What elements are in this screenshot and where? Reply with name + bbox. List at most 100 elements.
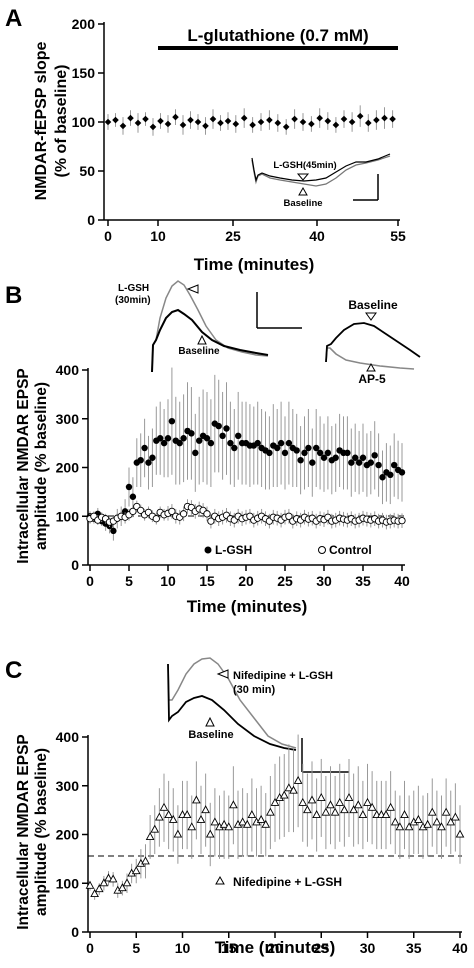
data-point [356, 112, 364, 120]
data-point [284, 783, 294, 792]
data-point [307, 795, 317, 804]
inset-label-lgsh-time: (30min) [115, 295, 151, 306]
data-point [423, 819, 432, 828]
legend-marker-lgsh [204, 546, 212, 554]
y-axis-label-line2: (% of baseline) [53, 65, 70, 178]
data-point [293, 775, 303, 784]
inset-traces-c: Nifedipine + L-GSH (30 min) Baseline [167, 657, 349, 773]
data-point [85, 880, 95, 889]
data-point [355, 459, 363, 466]
data-point [112, 116, 119, 124]
data-point [367, 459, 374, 466]
y-axis-label-line1: Intracellular NMDAR EPSP [15, 368, 32, 564]
data-point [340, 805, 349, 814]
data-point [353, 800, 363, 809]
data-point [187, 822, 197, 831]
data-point [249, 121, 256, 129]
trace-baseline-black [151, 308, 269, 373]
panel-b-label: B [5, 282, 22, 309]
data-point [316, 449, 324, 457]
x-axis-label: Time (minutes) [215, 938, 336, 957]
data-point [324, 117, 332, 125]
y-tick-label: 100 [56, 875, 80, 891]
x-tick-label: 0 [86, 940, 94, 956]
trace-lgsh-gray [151, 280, 269, 373]
data-point [134, 119, 142, 127]
data-point [332, 454, 339, 461]
data-point [235, 432, 242, 440]
data-point [192, 795, 201, 804]
data-point [227, 439, 234, 447]
arrow-baseline-right [365, 312, 377, 321]
data-point [150, 824, 160, 833]
x-tick-label: 10 [160, 573, 176, 589]
inset-label-baseline-right: Baseline [348, 298, 398, 312]
arrow-treatment [216, 669, 229, 679]
y-tick-label: 400 [56, 362, 80, 378]
data-point [381, 810, 391, 819]
y-axis-label-line1: NMDAR-fEPSP slope [33, 41, 50, 200]
data-point [389, 115, 396, 123]
data-point [145, 831, 155, 840]
x-tick-label: 40 [394, 573, 410, 589]
data-point [164, 810, 173, 819]
inset-traces-a: L-GSH(45min) Baseline [251, 153, 391, 209]
data-point [373, 116, 380, 124]
data-point [157, 435, 164, 442]
data-point [172, 113, 179, 121]
data-point [141, 856, 150, 865]
y-tick-label: 300 [56, 778, 80, 794]
y-tick-label: 200 [72, 16, 96, 32]
data-point [247, 810, 257, 819]
data-point [352, 454, 359, 461]
data-point [266, 807, 275, 816]
x-tick-label: 20 [238, 573, 254, 589]
data-point [142, 115, 149, 123]
trace-ap5 [325, 347, 415, 370]
y-tick-label: 0 [71, 924, 79, 940]
data-point [437, 822, 446, 831]
x-tick-label: 10 [150, 228, 166, 244]
arrow-lgsh [296, 173, 310, 181]
data-point [104, 873, 113, 882]
data-point [118, 883, 127, 892]
data-point [219, 432, 226, 440]
x-tick-label: 5 [125, 573, 133, 589]
legend-label-lgsh: L-GSH [215, 543, 252, 557]
data-point [219, 819, 229, 828]
data-point [232, 120, 240, 128]
data-point [152, 515, 160, 523]
inset-label-baseline: Baseline [188, 729, 233, 741]
data-point [335, 797, 345, 806]
data-point [303, 805, 312, 814]
data-point [365, 119, 372, 127]
x-tick-label: 15 [199, 573, 215, 589]
data-point [316, 114, 323, 122]
data-point [94, 884, 104, 893]
x-tick-label: 35 [406, 940, 422, 956]
data-point [398, 469, 406, 476]
y-tick-label: 100 [72, 114, 96, 130]
data-point [207, 517, 215, 525]
data-point [281, 449, 289, 457]
data-point [119, 122, 127, 130]
data-point [257, 118, 265, 126]
y-axis-label-line2: amplitude (% baseline) [33, 748, 50, 916]
data-point [324, 449, 332, 457]
data-point [209, 115, 217, 123]
data-point [285, 439, 293, 447]
data-point [125, 483, 133, 491]
data-point [159, 802, 169, 811]
data-point [349, 805, 358, 814]
data-point [173, 829, 183, 838]
legend-b: L-GSH Control [204, 543, 372, 557]
data-point [149, 454, 156, 461]
inset-label-lgsh: L-GSH [118, 283, 149, 294]
data-point [289, 785, 298, 794]
data-point [240, 114, 248, 122]
data-point [210, 817, 220, 826]
data-point [455, 829, 465, 838]
data-point [137, 456, 144, 464]
data-point [194, 118, 202, 126]
